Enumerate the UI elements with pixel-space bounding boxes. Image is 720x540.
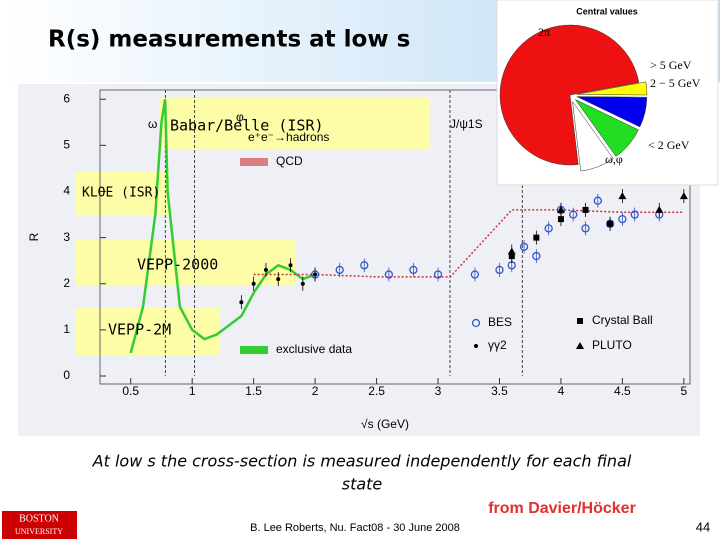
data-line [129,99,316,354]
pie-slice [499,24,640,166]
pie-slice [576,96,648,128]
page-number: 44 [696,519,710,534]
logo-text: UNIVERSITY [15,527,63,536]
marker [239,300,244,305]
y-tick-label: 0 [63,368,70,382]
marker [655,205,664,213]
y-tick-label: 4 [63,184,70,198]
annotation: KLOE (ISR) [82,186,160,201]
marker [288,263,293,268]
legend-marker [576,342,584,349]
marker [313,272,318,277]
x-tick-label: 3.5 [491,384,508,398]
marker [533,234,540,241]
annotation-box [75,172,170,215]
marker [532,251,541,261]
legend-marker [471,318,481,328]
marker [507,247,516,255]
legend-marker [577,318,583,324]
x-tick-label: 2 [312,384,319,398]
y-tick-label: 1 [63,322,70,336]
logo [2,511,77,539]
marker [607,220,614,227]
body-text: state [342,475,383,494]
marker [470,270,480,279]
y-tick-label: 5 [63,138,70,152]
qcd-line [253,209,684,278]
marker [618,215,627,224]
marker [495,265,504,275]
x-tick-label: 5 [681,384,688,398]
slide-title: R(s) measurements at low s [48,27,410,53]
marker [251,281,256,286]
marker [519,242,529,251]
logo-text: BOSTON [19,513,59,524]
footer: B. Lee Roberts, Nu. Fact08 - 30 June 200… [250,522,460,534]
legend-label: BES [488,315,512,329]
marker [618,192,627,200]
marker [263,267,268,272]
marker [556,205,565,213]
x-tick-label: 4 [558,384,565,398]
marker [544,224,553,233]
marker [276,277,281,282]
annotation: VEPP-2M [108,321,171,339]
pie-label: < 2 GeV [648,138,690,152]
marker [360,261,369,270]
y-axis-label: R [27,232,41,241]
annotation: Babar/Belle (ISR) [170,117,324,135]
x-tick-label: 1.5 [245,384,262,398]
legend-marker [474,344,478,348]
y-tick-label: 6 [63,91,70,105]
plot-label: e⁺e⁻→hadrons [248,130,329,144]
legend-label: QCD [276,154,303,168]
y-tick-label: 3 [63,230,70,244]
pie-title: Central values [576,6,638,16]
credit: from Davier/Höcker [488,500,636,517]
marker [593,196,602,205]
x-tick-label: 4.5 [614,384,631,398]
x-tick-label: 2.5 [368,384,385,398]
marker [409,265,418,275]
body-text: At low s the cross-section is measured i… [92,452,632,471]
plot-label: φ [236,110,244,124]
marker [630,210,639,219]
plot-label: ω [148,117,157,131]
pie-label: > 5 GeV [650,58,692,72]
pie-label: ω,φ [605,152,623,166]
plot-frame [99,89,691,385]
marker [335,265,344,275]
marker [582,206,589,213]
pie-label: 2π [538,25,550,39]
legend-swatch [240,158,268,166]
marker [384,270,394,279]
annotation: VEPP-2000 [137,256,218,274]
legend-swatch [240,346,268,354]
marker [433,270,443,279]
marker [581,224,590,233]
marker [679,192,688,200]
pie-label: 2 − 5 GeV [650,76,701,90]
marker [300,281,305,286]
pie-slice [572,101,614,172]
pie-slice [576,81,648,96]
x-tick-label: 0.5 [122,384,139,398]
annotation-box [75,240,295,285]
legend-label: exclusive data [276,342,352,356]
y-tick-label: 2 [63,276,70,290]
x-axis-label: √s (GeV) [361,417,409,431]
annotation-box [160,98,430,150]
legend-label: PLUTO [592,338,632,352]
marker [557,216,564,223]
legend-label: Crystal Ball [592,313,653,327]
x-tick-label: 1 [189,384,196,398]
marker [569,210,578,219]
x-tick-label: 3 [435,384,442,398]
pie-slice [575,99,639,157]
plot-label: J/ψ1S [450,117,483,131]
legend-label: γγ2 [488,338,507,352]
